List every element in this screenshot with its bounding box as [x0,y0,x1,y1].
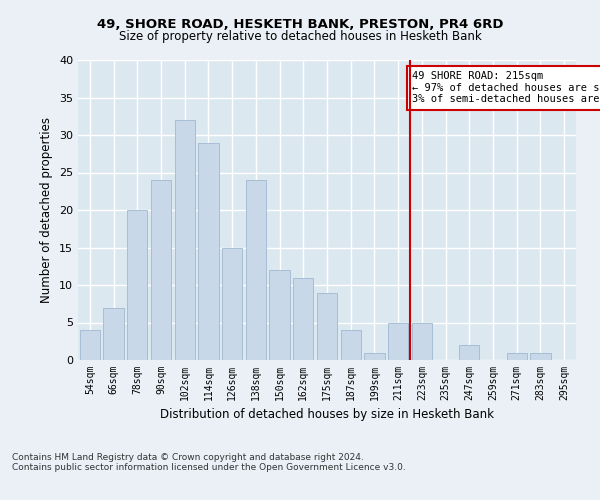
Bar [222,248,242,360]
Bar [151,180,171,360]
X-axis label: Distribution of detached houses by size in Hesketh Bank: Distribution of detached houses by size … [160,408,494,422]
Text: Size of property relative to detached houses in Hesketh Bank: Size of property relative to detached ho… [119,30,481,43]
Bar [341,330,361,360]
Bar [199,142,218,360]
Bar [293,278,313,360]
Bar [269,270,290,360]
Text: Contains public sector information licensed under the Open Government Licence v3: Contains public sector information licen… [12,464,406,472]
Bar [388,322,408,360]
Bar [175,120,195,360]
Bar [364,352,385,360]
Bar [103,308,124,360]
Text: Contains HM Land Registry data © Crown copyright and database right 2024.: Contains HM Land Registry data © Crown c… [12,454,364,462]
Text: 49, SHORE ROAD, HESKETH BANK, PRESTON, PR4 6RD: 49, SHORE ROAD, HESKETH BANK, PRESTON, P… [97,18,503,30]
Bar [246,180,266,360]
Bar [506,352,527,360]
Bar [127,210,148,360]
Y-axis label: Number of detached properties: Number of detached properties [40,117,53,303]
Bar [80,330,100,360]
Bar [317,292,337,360]
Bar [530,352,551,360]
Text: 49 SHORE ROAD: 215sqm
← 97% of detached houses are smaller (193)
3% of semi-deta: 49 SHORE ROAD: 215sqm ← 97% of detached … [412,71,600,104]
Bar [412,322,432,360]
Bar [459,345,479,360]
